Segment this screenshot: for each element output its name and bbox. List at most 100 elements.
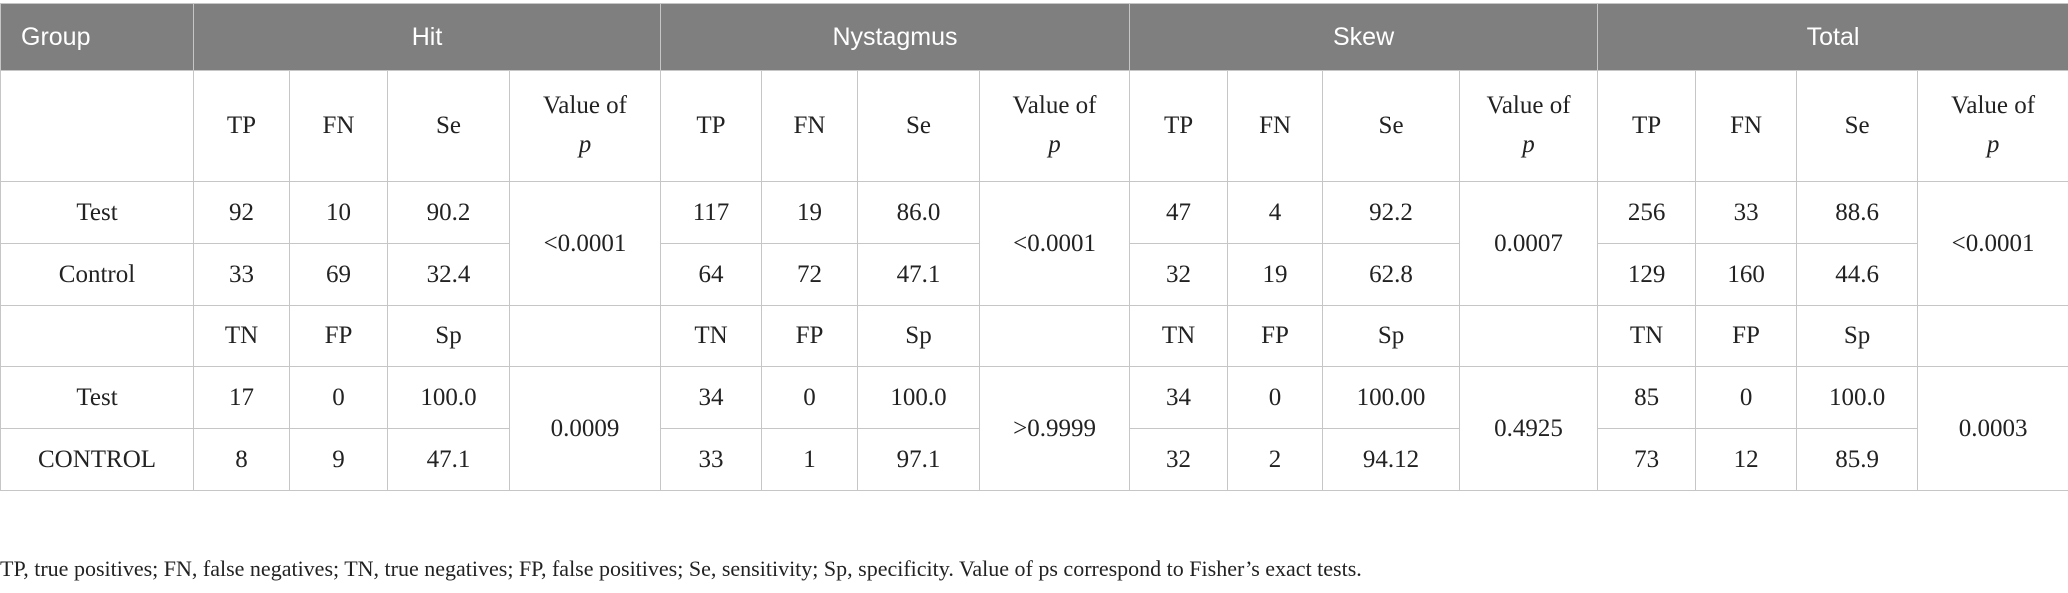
empty-pvalue-cell (978, 305, 1131, 367)
table-cell: 69 (289, 243, 388, 306)
pvalue-cell: 0.0009 (509, 366, 661, 491)
table-cell: 100.0 (857, 366, 980, 429)
column-header: FN (1695, 70, 1798, 182)
table-cell: 90.2 (387, 181, 510, 244)
table-row: Test 17 0 100.0 0.0009 34 0 100.0 >0.9999 34 0 100.… (0, 366, 2068, 491)
table-row: Test 92 10 90.2 <0.0001 117 19 86.0 <0.0001 47 4 92… (0, 181, 2068, 306)
row-label: Test (0, 366, 194, 429)
column-header: TN (1597, 305, 1697, 367)
table-cell: 47.1 (387, 428, 510, 491)
column-header: FN (1227, 70, 1324, 182)
column-header: TP (660, 70, 762, 182)
table-cell: 117 (660, 181, 762, 244)
table-cell: 160 (1695, 243, 1798, 306)
table-cell: 88.6 (1796, 181, 1919, 244)
section-header: Nystagmus (659, 3, 1131, 71)
pvalue-column-header: Value of p (1459, 70, 1599, 182)
pvalue-letter: p (1048, 131, 1061, 158)
pvalue-letter: p (1986, 131, 2000, 158)
table-cell: 73 (1597, 428, 1697, 491)
table-footnote: TP, true positives; FN, false negatives;… (0, 556, 1362, 581)
column-header: FN (289, 70, 388, 182)
row-label: CONTROL (0, 428, 194, 491)
table-cell: 32.4 (387, 243, 510, 306)
table-cell: 12 (1695, 428, 1798, 491)
table-cell: 256 (1597, 181, 1697, 244)
pvalue-cell: 0.4925 (1459, 366, 1599, 491)
table-cell: 10 (289, 181, 388, 244)
table-cell: 92.2 (1322, 181, 1461, 244)
table-cell: 0 (761, 366, 858, 429)
table-cell: 9 (289, 428, 388, 491)
results-table: Group Hit Nystagmus Skew Total TP FN Se Value of… (0, 3, 2068, 491)
pvalue-cell: <0.0001 (1917, 181, 2068, 306)
empty-pvalue-cell (509, 305, 661, 367)
section-header: Hit (193, 3, 661, 71)
pvalue-letter: p (1522, 131, 1535, 158)
column-header: Se (387, 70, 510, 182)
column-header: FP (1695, 305, 1798, 367)
column-header: Sp (387, 305, 510, 367)
table-cell: 33 (193, 243, 290, 306)
column-header: FN (761, 70, 858, 182)
table-cell: 4 (1227, 181, 1324, 244)
column-header: FP (761, 305, 858, 367)
column-header: TN (660, 305, 762, 367)
specificity-subheader-row: TN FP Sp TN FP Sp TN FP Sp TN FP Sp (0, 305, 2068, 367)
column-header: Sp (1322, 305, 1461, 367)
pvalue-cell: 0.0003 (1917, 366, 2068, 491)
column-header: Se (1322, 70, 1461, 182)
table-cell: 34 (660, 366, 762, 429)
table-cell: 19 (1227, 243, 1324, 306)
table-cell: 100.0 (387, 366, 510, 429)
group-column-header: Group (0, 3, 194, 71)
table-header-row: Group Hit Nystagmus Skew Total (0, 3, 2068, 71)
table-cell: 0 (289, 366, 388, 429)
pvalue-column-header: Value of p (509, 70, 661, 182)
table-row: CONTROL 8 9 47.1 33 1 97.1 32 2 94.12 73 12 85.9 (0, 428, 2068, 491)
pvalue-cell: <0.0001 (509, 181, 661, 306)
table-cell: 34 (1129, 366, 1229, 429)
table-cell: 92 (193, 181, 290, 244)
table-cell: 2 (1227, 428, 1324, 491)
sensitivity-subheader-row: TP FN Se Value of p TP FN Se Value of p TP FN Se Valu… (0, 70, 2068, 182)
empty-pvalue-cell (1917, 305, 2068, 367)
table-cell: 0 (1227, 366, 1324, 429)
table-cell: 85 (1597, 366, 1697, 429)
row-label: Test (0, 181, 194, 244)
column-header: TP (193, 70, 290, 182)
table-cell: 44.6 (1796, 243, 1919, 306)
table-cell: 33 (1695, 181, 1798, 244)
table-cell: 47 (1129, 181, 1229, 244)
table-cell: 97.1 (857, 428, 980, 491)
column-header: FP (289, 305, 388, 367)
table-cell: 8 (193, 428, 290, 491)
table-cell: 33 (660, 428, 762, 491)
pvalue-cell: >0.9999 (978, 366, 1131, 491)
table-cell: 32 (1129, 243, 1229, 306)
table-cell: 62.8 (1322, 243, 1461, 306)
column-header: Sp (1796, 305, 1919, 367)
column-header: TN (193, 305, 290, 367)
table-cell: 72 (761, 243, 858, 306)
column-header: Sp (857, 305, 980, 367)
column-header: TP (1597, 70, 1697, 182)
section-header: Total (1597, 3, 2068, 71)
column-header: Se (857, 70, 980, 182)
pvalue-letter: p (578, 131, 592, 158)
pvalue-cell: <0.0001 (978, 181, 1131, 306)
column-header: Se (1796, 70, 1919, 182)
table-cell: 17 (193, 366, 290, 429)
pvalue-label-text: Value of (543, 92, 627, 120)
table-cell: 0 (1695, 366, 1798, 429)
table-cell: 19 (761, 181, 858, 244)
column-header: TP (1129, 70, 1229, 182)
pvalue-label-text: Value of (1012, 92, 1097, 120)
pvalue-label-text: Value of (1951, 92, 2036, 120)
pvalue-label-text: Value of (1486, 92, 1571, 120)
pvalue-column-header: Value of p (1917, 70, 2068, 182)
empty-group-cell (0, 70, 194, 182)
empty-group-cell (0, 305, 194, 367)
section-header: Skew (1129, 3, 1599, 71)
table-cell: 1 (761, 428, 858, 491)
